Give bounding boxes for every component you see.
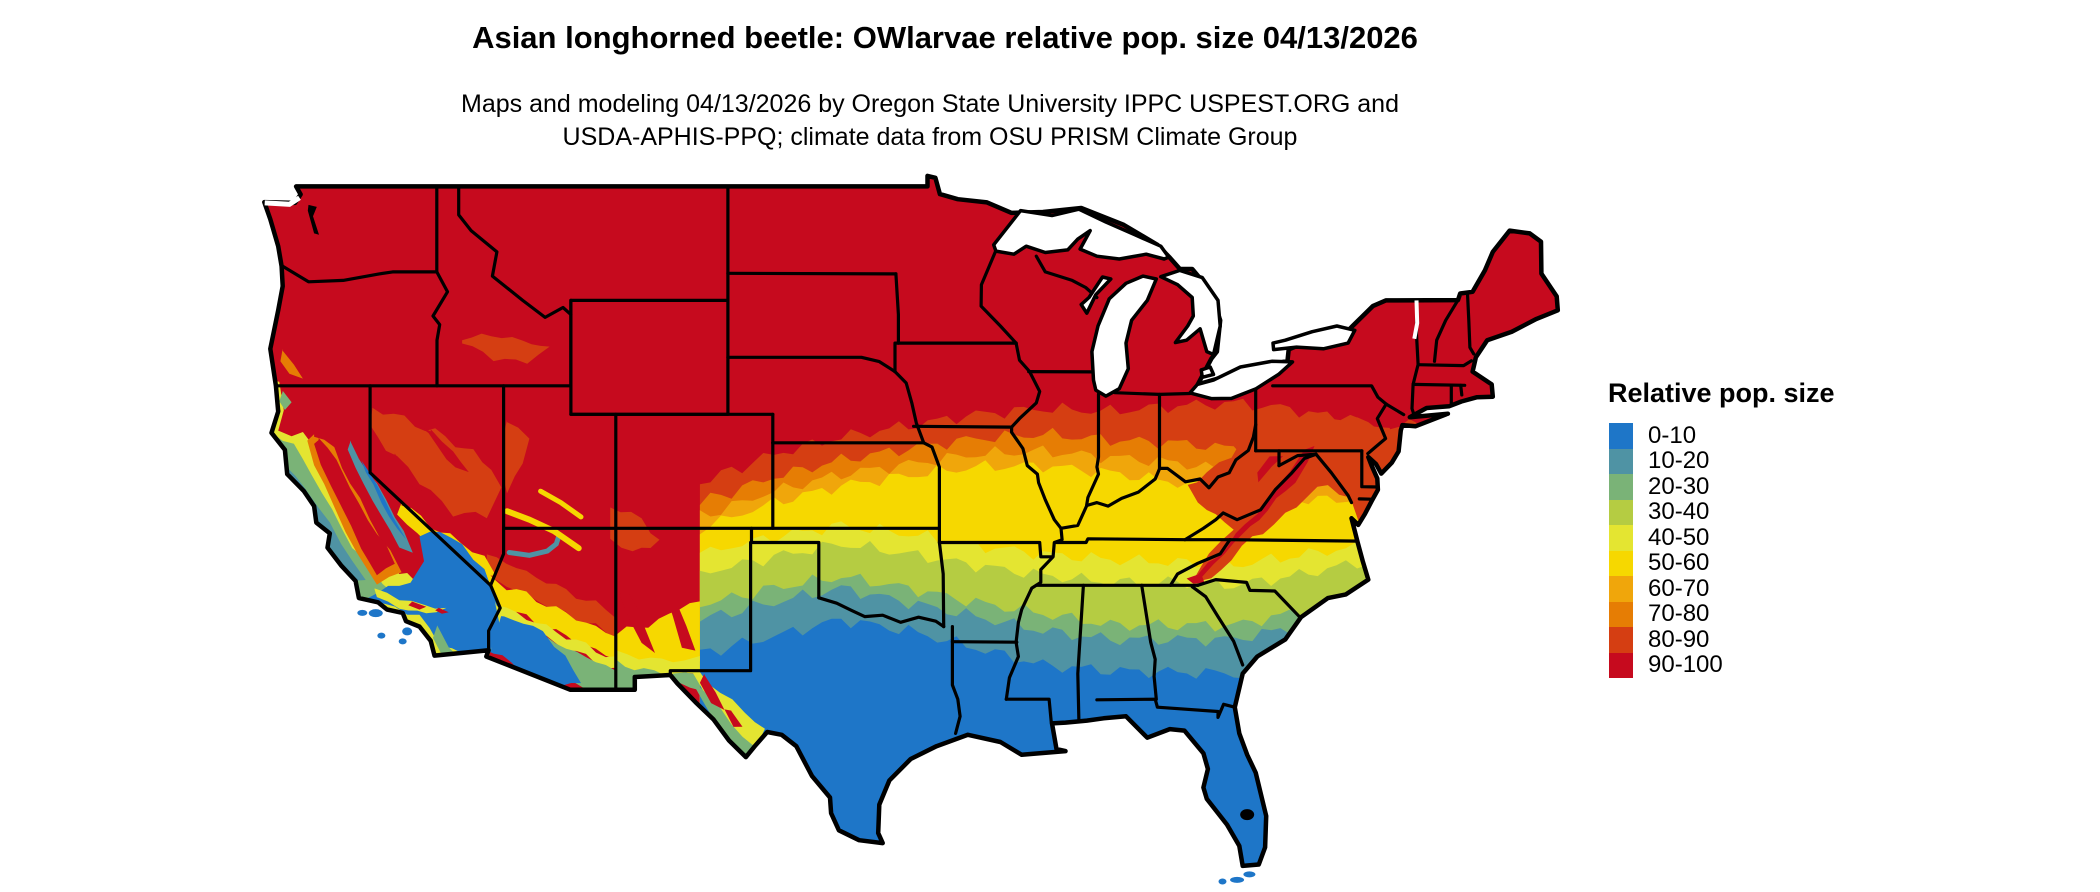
legend-swatch-70-80 — [1609, 601, 1633, 627]
legend-item-70-80: 70-80 — [1609, 600, 1835, 628]
map-overlay-90-100 — [1257, 456, 1284, 483]
offshore-island — [357, 609, 368, 616]
subtitle-line-1: Maps and modeling 04/13/2026 by Oregon S… — [461, 90, 1399, 118]
legend-label-0-10: 0-10 — [1648, 421, 1697, 449]
map-terrain-streak — [538, 488, 584, 520]
puget-sound — [307, 204, 319, 235]
map-overlay-90-100 — [408, 601, 427, 610]
legend-title: Relative pop. size — [1608, 378, 1835, 408]
legend-swatch-50-60 — [1609, 550, 1633, 576]
map-overlay-90-100 — [666, 594, 696, 651]
map-terrain-streak — [504, 508, 582, 552]
map-great-lakes — [991, 207, 1420, 401]
map-overlay-0-10 — [361, 459, 406, 540]
legend-item-60-70: 60-70 — [1609, 574, 1835, 602]
legend-label-10-20: 10-20 — [1648, 447, 1710, 475]
legend-item-40-50: 40-50 — [1609, 523, 1835, 551]
map-overlay-50-60 — [486, 572, 616, 660]
legend-swatch-0-10 — [1609, 423, 1633, 449]
map-overlay-20-30 — [433, 625, 456, 656]
offshore-island — [398, 638, 407, 645]
legend-rows: 0-10 10-20 20-30 30-40 40-50 50-60 60-70 70-80 8… — [1609, 421, 1835, 679]
legend-swatch-20-30 — [1609, 474, 1633, 500]
legend-label-50-60: 50-60 — [1648, 549, 1710, 577]
map-overlay-90-100 — [390, 453, 424, 492]
legend-swatch-80-90 — [1609, 627, 1633, 653]
map-overlay-80-90 — [486, 553, 616, 641]
legend-item-30-40: 30-40 — [1609, 498, 1835, 526]
map-terrain-streak — [506, 534, 562, 558]
legend-swatch-90-100 — [1609, 652, 1633, 678]
legend-swatch-60-70 — [1609, 576, 1633, 602]
map-overlay-40-50 — [486, 599, 616, 669]
map-overlay-40-50 — [271, 380, 284, 435]
map-overlay-90-100 — [699, 673, 725, 710]
map-overlay-0-10 — [484, 613, 581, 689]
legend-swatch-40-50 — [1609, 525, 1633, 551]
legend-label-20-30: 20-30 — [1648, 472, 1710, 500]
map-overlay-20-30 — [673, 672, 754, 759]
lake-champlain — [1412, 300, 1420, 340]
legend-swatch-30-40 — [1609, 499, 1633, 525]
strait-juan-de-fuca — [264, 195, 301, 207]
map-raster-bands — [264, 175, 1558, 866]
legend: Relative pop. size 0-10 10-20 20-30 30-40 40… — [1608, 378, 1835, 679]
legend-label-40-50: 40-50 — [1648, 523, 1710, 551]
subtitle-line-2: USDA-APHIS-PPQ; climate data from OSU PR… — [562, 123, 1298, 151]
map-overlay-70-80 — [280, 348, 303, 379]
legend-item-0-10: 0-10 — [1609, 421, 1835, 449]
offshore-island — [402, 627, 413, 636]
legend-label-70-80: 70-80 — [1648, 600, 1710, 628]
offshore-island — [1243, 871, 1256, 878]
map-overlay-90-100 — [619, 591, 655, 653]
map-overlay-20-30 — [279, 390, 292, 410]
offshore-island — [1230, 876, 1245, 883]
legend-label-80-90: 80-90 — [1648, 625, 1710, 653]
map-overlay-80-90 — [462, 333, 550, 364]
legend-label-90-100: 90-100 — [1648, 651, 1723, 679]
legend-item-80-90: 80-90 — [1609, 625, 1835, 653]
legend-label-60-70: 60-70 — [1648, 574, 1710, 602]
legend-item-50-60: 50-60 — [1609, 549, 1835, 577]
offshore-island — [1218, 878, 1227, 885]
map-overlay-90-100 — [419, 426, 469, 473]
legend-item-20-30: 20-30 — [1609, 472, 1835, 500]
map-overlay-80-90 — [502, 420, 530, 494]
offshore-island — [368, 609, 383, 618]
legend-item-10-20: 10-20 — [1609, 447, 1835, 475]
legend-item-90-100: 90-100 — [1609, 651, 1835, 679]
lake-okeechobee — [1240, 809, 1255, 821]
map-overlay-90-100 — [724, 709, 743, 727]
map-overlay-90-100 — [435, 607, 449, 614]
map-overlay-90-100 — [314, 438, 395, 576]
map-subtitle: Maps and modeling 04/13/2026 by Oregon S… — [0, 88, 1860, 154]
map-overlay-80-90 — [370, 407, 502, 519]
offshore-island — [377, 632, 386, 639]
map-overlay-40-50 — [374, 588, 447, 614]
map-title: Asian longhorned beetle: OWlarvae relati… — [472, 20, 1418, 55]
legend-label-30-40: 30-40 — [1648, 498, 1710, 526]
map-state-borders — [274, 184, 1476, 736]
legend-swatch-10-20 — [1609, 448, 1633, 474]
